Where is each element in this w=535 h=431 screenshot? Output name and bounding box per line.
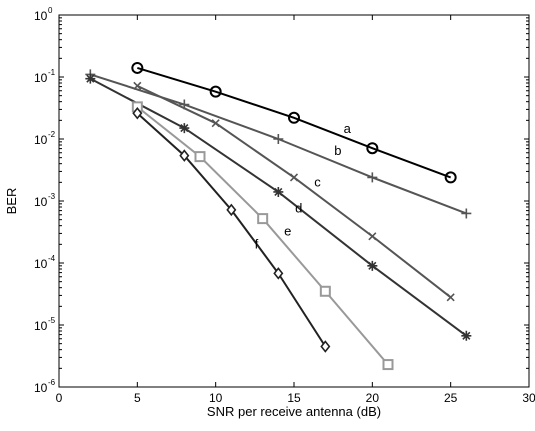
marker-circle [366, 142, 379, 155]
marker-circle [131, 61, 144, 74]
y-tick-label: 10 [34, 319, 48, 333]
y-axis-label: BER [4, 188, 19, 215]
marker-star [85, 73, 96, 84]
marker-circle [288, 111, 300, 124]
marker-x [133, 81, 142, 90]
series-label-d: d [295, 201, 302, 216]
series-label-f: f [255, 237, 259, 252]
marker-circle [209, 85, 222, 98]
marker-diamond [132, 106, 143, 120]
series-line-a [137, 66, 452, 179]
y-tick-exponent: -1 [48, 68, 56, 77]
x-tick-label: 25 [444, 391, 458, 405]
y-tick-exponent: -4 [48, 254, 56, 263]
series-group: ab cde f [85, 61, 472, 371]
y-tick-exponent: -2 [48, 130, 56, 139]
marker-star [273, 186, 284, 197]
x-tick-label: 10 [209, 391, 223, 405]
y-tick-label: 10 [34, 71, 48, 85]
marker-star [367, 260, 378, 271]
marker-square [194, 151, 206, 163]
marker-circle [444, 171, 457, 184]
marker-diamond [320, 340, 331, 353]
marker-plus [367, 172, 378, 183]
y-tick-exponent: 0 [48, 6, 53, 15]
series-label-c: c [314, 175, 321, 190]
series-label-e: e [284, 223, 291, 238]
y-tick-label: 10 [34, 9, 48, 23]
x-tick-label: 0 [56, 391, 63, 405]
marker-diamond [179, 149, 190, 162]
x-tick-label: 5 [134, 391, 141, 405]
y-tick-exponent: -3 [48, 192, 56, 201]
x-tick-label: 20 [366, 391, 380, 405]
y-tick-exponent: -6 [48, 378, 56, 387]
x-tick-label: 30 [522, 391, 535, 405]
marker-plus [461, 208, 472, 219]
x-tick-label: 15 [287, 391, 301, 405]
marker-square [382, 359, 394, 371]
y-tick-exponent: -5 [48, 316, 56, 325]
y-tick-label: 10 [34, 381, 48, 395]
marker-x [368, 232, 377, 241]
series-label-b: b [334, 143, 341, 158]
marker-diamond [273, 267, 284, 280]
series-label-a: a [344, 121, 352, 136]
marker-x [289, 173, 299, 182]
y-tick-label: 10 [34, 257, 48, 271]
marker-square [319, 285, 331, 297]
marker-star [461, 330, 472, 341]
x-axis-label: SNR per receive antenna (dB) [207, 404, 381, 419]
marker-square [257, 213, 269, 225]
marker-diamond [226, 203, 237, 217]
marker-star [179, 123, 190, 134]
y-tick-label: 10 [34, 195, 48, 209]
y-tick-label: 10 [34, 133, 48, 147]
marker-plus [273, 134, 284, 144]
marker-x [211, 119, 220, 128]
marker-x [446, 293, 455, 302]
